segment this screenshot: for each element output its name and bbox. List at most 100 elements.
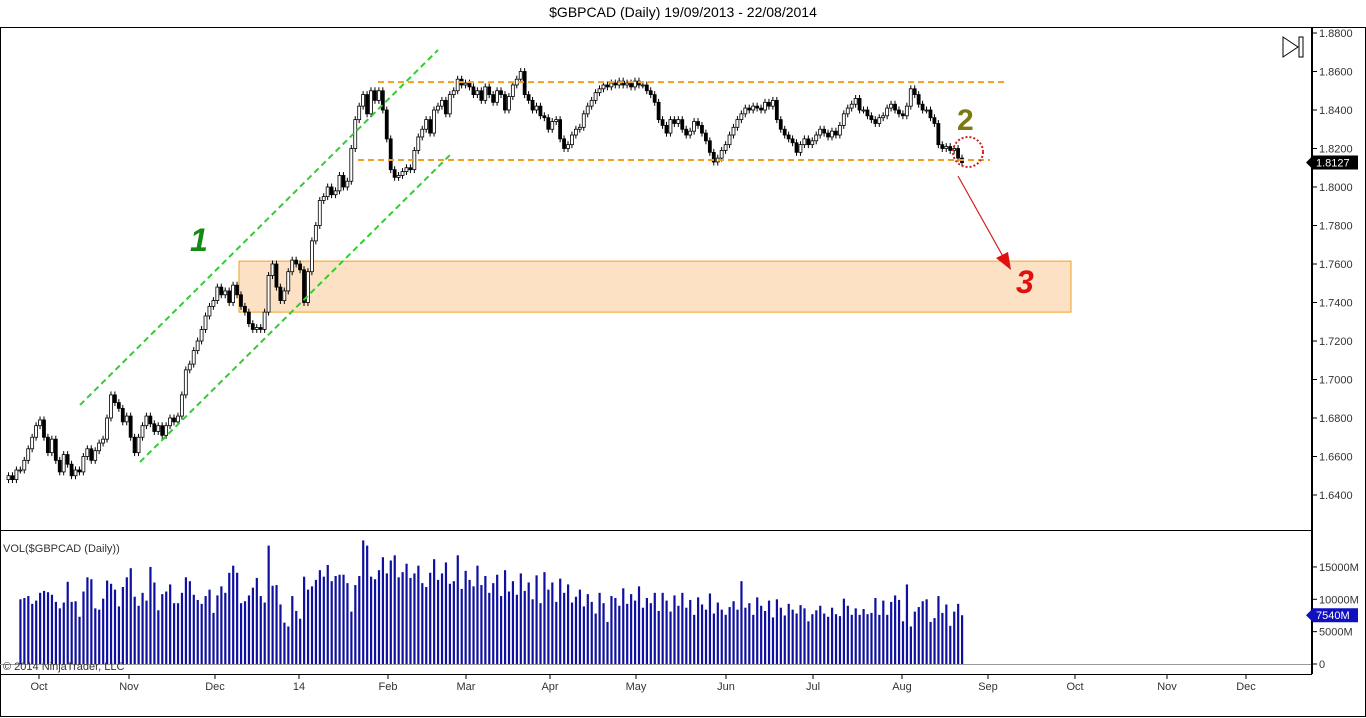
candle-body [388, 138, 393, 171]
volume-bar [700, 604, 704, 664]
volume-bar [846, 605, 849, 664]
candle-body [89, 448, 94, 461]
volume-bar [208, 589, 211, 664]
volume-bar [496, 574, 499, 664]
candle [506, 93, 511, 114]
candle [526, 91, 531, 104]
date-tick-label: Mar [457, 681, 476, 693]
candle [183, 366, 188, 399]
candle [266, 272, 271, 316]
candle-body [546, 117, 551, 130]
volume-bar [543, 572, 546, 664]
scroll-to-end-icon[interactable] [1282, 36, 1304, 58]
candle [317, 197, 322, 229]
volume-bar [220, 586, 223, 664]
volume-bar [460, 588, 463, 664]
volume-bar [429, 572, 432, 664]
candle-body [589, 99, 594, 107]
candle-body [660, 119, 665, 126]
volume-bar [811, 614, 814, 664]
volume-bar [196, 599, 199, 664]
volume-bar [157, 610, 160, 664]
candle-body [282, 290, 287, 301]
candle [345, 177, 350, 191]
candle [69, 460, 74, 480]
candle-body [841, 113, 846, 126]
candle-body [168, 417, 172, 427]
volume-bar [267, 545, 270, 664]
candle [42, 416, 46, 441]
candle-body [317, 200, 322, 226]
volume-bar [200, 603, 203, 664]
candle [282, 287, 287, 305]
candle [369, 87, 373, 118]
candle [676, 116, 681, 127]
volume-bar [456, 555, 459, 664]
volume-bar [602, 603, 605, 664]
volume-bar [929, 621, 932, 664]
volume-bar [326, 565, 329, 664]
candle [337, 171, 342, 195]
volume-bar [756, 597, 759, 664]
candle [432, 106, 436, 137]
volume-bar [484, 576, 487, 664]
volume-bar [421, 583, 424, 664]
candle-body [605, 84, 610, 88]
candle-body [195, 340, 200, 352]
candle [132, 433, 137, 457]
candle [869, 112, 874, 124]
candle [436, 102, 440, 114]
candle-body [747, 107, 752, 111]
candle [479, 87, 484, 104]
volume-bar [480, 585, 483, 664]
candle-body [223, 290, 228, 296]
candle-body [814, 134, 819, 142]
volume-bar [574, 596, 578, 664]
candle-body [928, 109, 933, 119]
volume-bar [633, 600, 637, 664]
candle [321, 193, 326, 204]
volume-bar [291, 596, 294, 664]
candle [845, 104, 850, 118]
volume-bar [807, 621, 810, 664]
candle [420, 125, 425, 141]
volume-bar [66, 581, 69, 664]
candle [550, 118, 555, 133]
candle-body [794, 142, 799, 153]
volume-bar [732, 601, 735, 664]
candle-body [428, 119, 433, 134]
volume-bar [586, 594, 589, 664]
price-tick-label: 1.8200 [1319, 144, 1353, 156]
volume-bar [681, 592, 684, 664]
candle [818, 125, 823, 139]
candle-body [593, 92, 598, 101]
candle [707, 137, 712, 156]
candle-body [46, 436, 50, 454]
candle [830, 127, 834, 141]
volume-bar [740, 581, 743, 664]
candle-body [495, 90, 499, 103]
volume-axis: 15000M 10000M 5000M 0 [1312, 562, 1359, 671]
candle [164, 422, 169, 439]
candle-body [345, 180, 350, 188]
target-zone-box [238, 260, 1072, 313]
volume-bar [393, 555, 396, 664]
volume-bar [180, 592, 184, 664]
candle-body [648, 90, 653, 95]
candle [455, 75, 460, 95]
candle [195, 337, 200, 355]
volume-bar [559, 578, 562, 664]
volume-bar [19, 599, 22, 664]
candle [759, 104, 763, 114]
candle [373, 87, 377, 104]
volume-bar [507, 591, 511, 664]
volume-bar [433, 559, 436, 664]
candle [309, 237, 314, 276]
candle-body [471, 86, 476, 96]
volume-bar [318, 570, 321, 664]
price-tick-label: 1.8400 [1319, 105, 1353, 117]
candle [837, 121, 842, 139]
volume-bar [878, 614, 881, 664]
candle [660, 116, 665, 129]
